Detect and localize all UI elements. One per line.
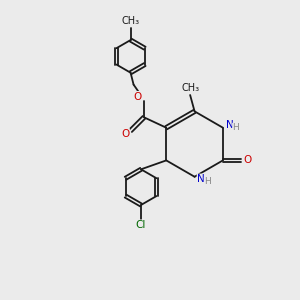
Text: H: H: [232, 123, 239, 132]
Text: O: O: [133, 92, 142, 101]
Text: CH₃: CH₃: [122, 16, 140, 26]
Text: Cl: Cl: [136, 220, 146, 230]
Text: O: O: [244, 155, 252, 165]
Text: H: H: [204, 177, 211, 186]
Text: CH₃: CH₃: [181, 83, 199, 94]
Text: N: N: [197, 174, 205, 184]
Text: N: N: [226, 120, 233, 130]
Text: O: O: [121, 129, 129, 139]
